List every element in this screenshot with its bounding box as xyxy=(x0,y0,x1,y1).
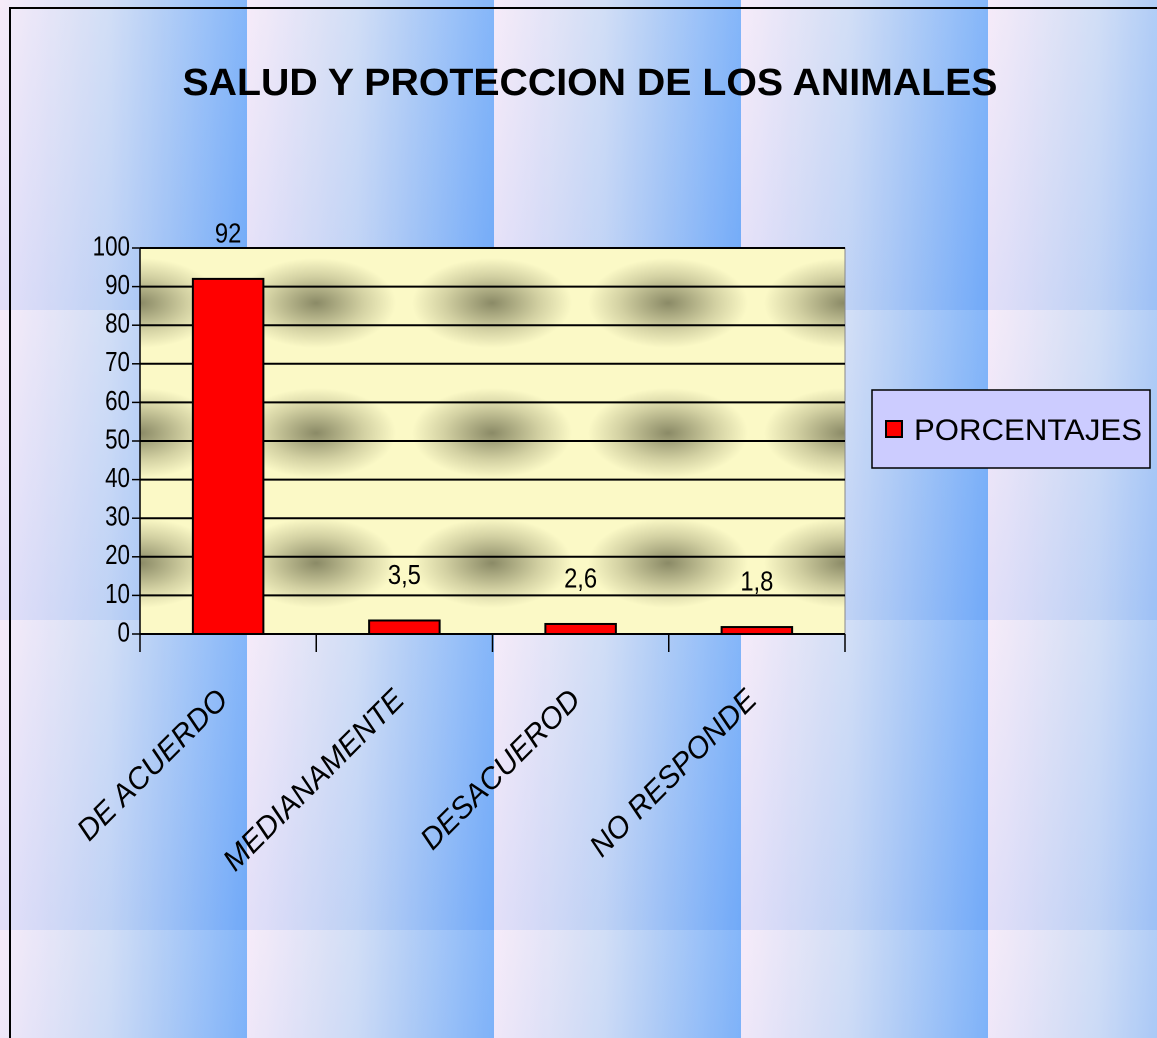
legend-swatch xyxy=(885,420,903,438)
y-tick-label: 60 xyxy=(105,386,130,417)
y-tick-label: 50 xyxy=(105,424,130,455)
frame xyxy=(9,7,1157,1038)
x-tick-label: MEDIANAMENTE xyxy=(217,683,412,878)
data-label: 3,5 xyxy=(388,558,421,590)
x-tick-label: NO RESPONDE xyxy=(583,683,764,864)
bar xyxy=(191,277,265,635)
y-tick-label: 20 xyxy=(105,540,130,571)
y-tick-label: 100 xyxy=(93,231,130,262)
y-tick-label: 40 xyxy=(105,463,130,494)
legend xyxy=(871,389,1151,469)
y-tick-label: 0 xyxy=(118,617,130,648)
legend-label: PORCENTAJES xyxy=(914,414,1142,447)
x-tick-label: DE ACUERDO xyxy=(71,683,235,847)
chart-title: SALUD Y PROTECCION DE LOS ANIMALES xyxy=(183,62,998,104)
y-tick-label: 10 xyxy=(105,579,130,610)
data-label: 1,8 xyxy=(740,565,773,597)
bar xyxy=(368,619,441,635)
bar xyxy=(720,626,794,636)
y-tick-label: 80 xyxy=(105,308,130,339)
y-tick-label: 70 xyxy=(105,347,130,378)
data-label: 92 xyxy=(215,216,241,248)
y-tick-label: 90 xyxy=(105,270,130,301)
data-label: 2,6 xyxy=(564,561,597,593)
x-tick-label: DESACUEROD xyxy=(414,683,587,856)
y-tick-label: 30 xyxy=(105,501,130,532)
bar xyxy=(544,622,617,635)
